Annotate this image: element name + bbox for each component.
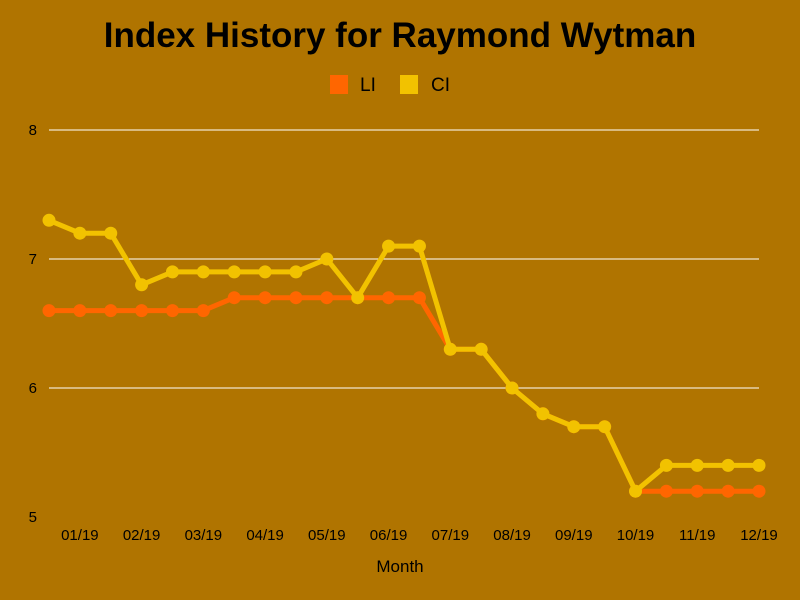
x-tick-label: 01/19 <box>61 527 99 544</box>
data-point-li <box>412 291 426 305</box>
data-point-li <box>382 291 396 305</box>
series-line-ci <box>48 217 759 494</box>
data-point-li <box>135 304 149 318</box>
data-point-li <box>320 291 334 305</box>
y-tick-label: 6 <box>29 380 37 397</box>
data-point-ci <box>659 458 673 472</box>
data-point-li <box>227 291 241 305</box>
data-point-ci <box>443 342 457 356</box>
data-point-ci <box>73 226 87 240</box>
x-axis-label: Month <box>376 557 423 576</box>
data-point-li <box>721 484 735 498</box>
legend-swatch-ci <box>400 75 418 94</box>
y-tick-label: 8 <box>29 122 37 139</box>
x-tick-label: 12/19 <box>740 527 778 544</box>
data-point-ci <box>412 239 426 253</box>
x-tick-label: 02/19 <box>123 527 161 544</box>
data-point-ci <box>598 420 612 434</box>
x-tick-label: 07/19 <box>432 527 470 544</box>
x-axis-ticks: 01/19 02/19 03/19 04/19 05/19 06/19 07/19 08/19… <box>61 527 778 544</box>
data-point-ci <box>382 239 396 253</box>
gridlines <box>49 129 759 389</box>
data-point-ci <box>567 420 581 434</box>
data-point-ci <box>165 265 179 279</box>
x-tick-label: 09/19 <box>555 527 593 544</box>
data-point-ci <box>289 265 303 279</box>
x-tick-label: 05/19 <box>308 527 346 544</box>
x-tick-label: 03/19 <box>185 527 223 544</box>
data-point-li <box>690 484 704 498</box>
series-ci <box>42 213 766 498</box>
data-point-ci <box>258 265 272 279</box>
x-tick-label: 10/19 <box>617 527 655 544</box>
data-point-ci <box>505 381 519 395</box>
data-point-li <box>104 304 118 318</box>
y-tick-label: 7 <box>29 251 37 268</box>
data-point-ci <box>536 407 550 421</box>
chart-title: Index History for Raymond Wytman <box>104 16 697 55</box>
data-point-ci <box>690 458 704 472</box>
legend-label-ci: CI <box>431 75 450 96</box>
data-point-li <box>73 304 87 318</box>
data-point-ci <box>227 265 241 279</box>
data-point-li <box>165 304 179 318</box>
legend-label-li: LI <box>360 75 376 96</box>
data-point-ci <box>104 226 118 240</box>
series-layer <box>42 213 766 498</box>
x-tick-label: 06/19 <box>370 527 408 544</box>
data-point-li <box>659 484 673 498</box>
series-line-li <box>49 295 759 494</box>
data-point-li <box>289 291 303 305</box>
x-tick-label: 04/19 <box>246 527 284 544</box>
data-point-ci <box>351 291 365 305</box>
data-point-li <box>752 484 766 498</box>
x-tick-label: 08/19 <box>493 527 531 544</box>
data-point-ci <box>42 213 56 227</box>
data-point-ci <box>320 252 334 266</box>
data-point-ci <box>721 458 735 472</box>
data-point-ci <box>629 484 643 498</box>
data-point-li <box>258 291 272 305</box>
y-axis-ticks: 5 6 7 8 <box>29 122 37 526</box>
data-point-ci <box>196 265 210 279</box>
legend: LI CI <box>330 75 450 96</box>
data-point-li <box>42 304 56 318</box>
y-tick-label: 5 <box>29 509 37 526</box>
data-point-li <box>196 304 210 318</box>
series-li <box>42 291 766 498</box>
x-tick-label: 11/19 <box>679 527 715 544</box>
legend-swatch-li <box>330 75 348 94</box>
data-point-ci <box>474 342 488 356</box>
data-point-ci <box>752 458 766 472</box>
data-point-ci <box>135 278 149 292</box>
